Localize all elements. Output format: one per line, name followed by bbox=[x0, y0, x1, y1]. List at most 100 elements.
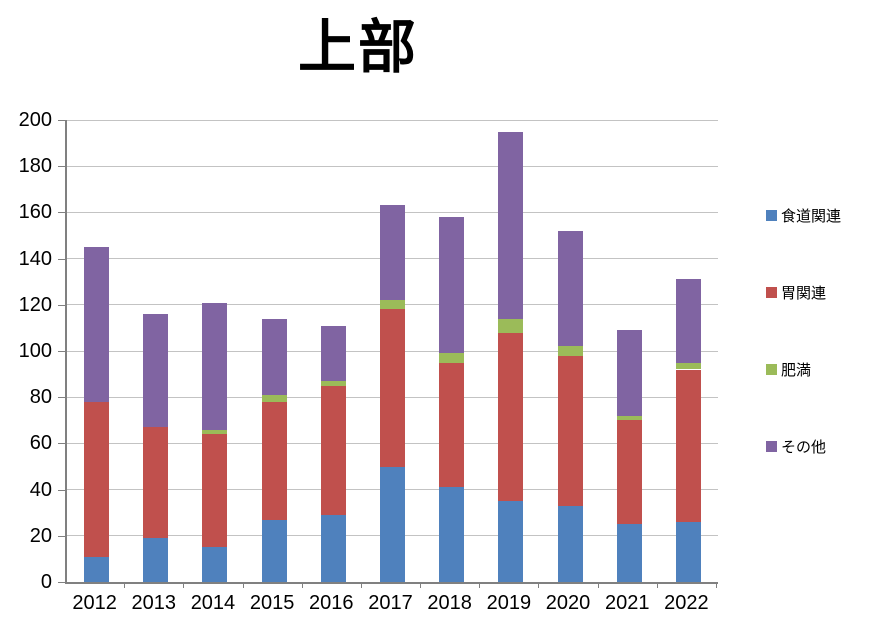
x-axis-label-2019: 2019 bbox=[486, 592, 532, 614]
x-tick-mark bbox=[242, 583, 244, 588]
bar-segment-胃関連-2020 bbox=[557, 355, 583, 506]
x-axis-label-2015: 2015 bbox=[249, 592, 295, 614]
x-tick-mark bbox=[360, 583, 362, 588]
y-tick-mark bbox=[58, 489, 65, 491]
x-tick-mark bbox=[124, 583, 126, 588]
bar-segment-胃関連-2015 bbox=[261, 401, 287, 520]
bar-2022 bbox=[675, 120, 701, 582]
bar-segment-肥満-2017 bbox=[380, 300, 405, 310]
y-tick-mark bbox=[58, 397, 65, 399]
bar-segment-その他-2022 bbox=[675, 279, 701, 363]
bar-segment-その他-2020 bbox=[557, 230, 583, 347]
y-axis-label-120: 120 bbox=[18, 293, 52, 316]
legend-label: 肥満 bbox=[781, 361, 812, 379]
bar-segment-胃関連-2019 bbox=[498, 332, 524, 502]
bar-segment-胃関連-2016 bbox=[320, 385, 346, 516]
bar-2018 bbox=[439, 120, 465, 582]
x-axis-label-2021: 2021 bbox=[604, 592, 650, 614]
bar-segment-食道関連-2013 bbox=[143, 538, 169, 582]
gridline-y-200 bbox=[67, 119, 718, 121]
bar-2015 bbox=[261, 120, 287, 582]
bar-segment-肥満-2014 bbox=[202, 429, 228, 435]
bar-segment-肥満-2016 bbox=[320, 381, 346, 386]
y-axis-label-160: 160 bbox=[18, 201, 52, 224]
bar-segment-その他-2014 bbox=[202, 302, 228, 430]
y-axis-label-180: 180 bbox=[18, 155, 52, 178]
bar-segment-肥満-2019 bbox=[498, 318, 524, 333]
bar-segment-肥満-2021 bbox=[616, 415, 642, 421]
bar-segment-その他-2021 bbox=[616, 330, 642, 416]
bar-segment-食道関連-2020 bbox=[557, 505, 583, 582]
bar-2019 bbox=[498, 120, 524, 582]
x-axis-label-2013: 2013 bbox=[131, 592, 177, 614]
bar-segment-肥満-2015 bbox=[261, 394, 287, 402]
y-tick-mark bbox=[58, 258, 65, 260]
y-tick-mark bbox=[58, 166, 65, 168]
bar-segment-その他-2018 bbox=[439, 217, 465, 354]
bar-segment-その他-2017 bbox=[380, 205, 405, 301]
bar-segment-肥満-2018 bbox=[439, 353, 465, 363]
x-tick-mark bbox=[420, 583, 422, 588]
bar-segment-食道関連-2017 bbox=[380, 466, 405, 582]
legend-label: その他 bbox=[781, 438, 827, 456]
bar-segment-食道関連-2021 bbox=[616, 524, 642, 582]
bar-segment-その他-2019 bbox=[498, 131, 524, 319]
bar-2020 bbox=[557, 120, 583, 582]
x-tick-mark bbox=[656, 583, 658, 588]
bar-segment-食道関連-2022 bbox=[675, 521, 701, 582]
y-axis-label-80: 80 bbox=[29, 386, 52, 409]
x-tick-mark bbox=[479, 583, 481, 588]
bar-segment-胃関連-2013 bbox=[143, 427, 169, 539]
bar-segment-その他-2012 bbox=[84, 247, 110, 402]
bar-segment-食道関連-2014 bbox=[202, 547, 228, 582]
y-axis-label-0: 0 bbox=[40, 571, 52, 593]
x-axis-label-2020: 2020 bbox=[545, 592, 591, 614]
bar-segment-食道関連-2018 bbox=[439, 487, 465, 582]
y-tick-mark bbox=[58, 120, 65, 121]
bar-2017 bbox=[380, 120, 405, 582]
legend-swatch-icon bbox=[766, 286, 777, 298]
bar-2021 bbox=[616, 120, 642, 582]
bar-segment-その他-2016 bbox=[320, 325, 346, 382]
chart-title: 上部 bbox=[297, 15, 418, 80]
bar-segment-食道関連-2012 bbox=[84, 556, 110, 582]
bar-segment-胃関連-2012 bbox=[84, 401, 110, 557]
y-axis-label-20: 20 bbox=[29, 524, 52, 547]
x-axis-label-2022: 2022 bbox=[664, 592, 709, 614]
bar-segment-その他-2013 bbox=[143, 314, 169, 428]
x-axis-label-2014: 2014 bbox=[190, 592, 236, 614]
legend-swatch-icon bbox=[766, 209, 777, 221]
legend-item-食道関連: 食道関連 bbox=[766, 206, 842, 225]
legend-swatch-icon bbox=[766, 363, 777, 375]
legend-item-胃関連: 胃関連 bbox=[766, 283, 827, 302]
bar-segment-食道関連-2019 bbox=[498, 501, 524, 582]
x-tick-mark bbox=[183, 583, 185, 588]
bar-2014 bbox=[202, 120, 228, 582]
bar-segment-胃関連-2018 bbox=[439, 362, 465, 488]
bar-segment-その他-2015 bbox=[261, 318, 287, 395]
bar-segment-肥満-2020 bbox=[557, 346, 583, 356]
bar-segment-食道関連-2016 bbox=[320, 515, 346, 582]
bar-2013 bbox=[143, 120, 169, 582]
bar-segment-肥満-2022 bbox=[675, 362, 701, 370]
y-tick-mark bbox=[58, 535, 65, 537]
legend-label: 胃関連 bbox=[781, 284, 827, 302]
gridline-y-180 bbox=[67, 165, 718, 167]
y-axis-label-60: 60 bbox=[29, 432, 52, 455]
x-tick-mark bbox=[301, 583, 303, 588]
legend-item-その他: その他 bbox=[766, 437, 827, 456]
x-tick-mark bbox=[716, 583, 717, 588]
legend-swatch-icon bbox=[766, 440, 777, 452]
bar-segment-胃関連-2017 bbox=[380, 309, 405, 467]
x-axis-label-2016: 2016 bbox=[309, 592, 354, 614]
y-tick-mark bbox=[58, 582, 65, 583]
y-axis-label-200: 200 bbox=[18, 109, 52, 131]
bar-2012 bbox=[84, 120, 110, 582]
bar-segment-胃関連-2022 bbox=[675, 369, 701, 522]
bar-segment-食道関連-2015 bbox=[261, 519, 287, 582]
x-tick-mark bbox=[538, 583, 540, 588]
legend-label: 食道関連 bbox=[781, 207, 842, 225]
legend-item-肥満: 肥満 bbox=[766, 360, 812, 379]
x-axis-label-2017: 2017 bbox=[368, 592, 413, 614]
